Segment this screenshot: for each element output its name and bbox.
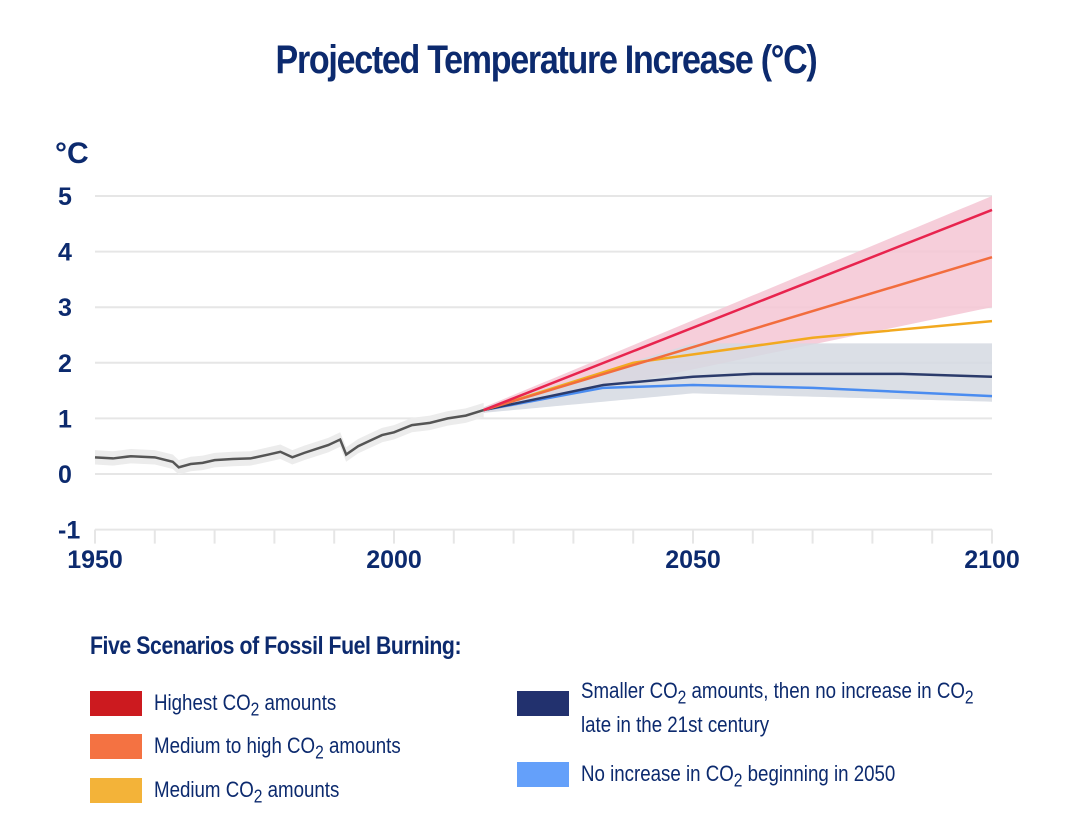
legend-item-highest: Highest CO2 amounts [90, 689, 368, 723]
historical-uncertainty-band [95, 402, 484, 475]
uncertainty-band-1 [483, 343, 992, 413]
y-tick-label: 0 [58, 461, 72, 489]
chart: 5 4 3 2 1 0 -1 °C 1950 2000 2050 2100 [55, 137, 1020, 574]
y-axis-label: °C [55, 137, 89, 170]
scenario-line-0 [483, 208, 993, 412]
legend-swatch [90, 691, 142, 716]
x-tick-label: 1950 [67, 546, 123, 574]
legend-swatch [517, 691, 569, 716]
x-tick-label: 2100 [964, 546, 1020, 574]
scenario-line-4 [483, 383, 993, 412]
y-tick-label: 4 [58, 239, 72, 267]
x-tick-label: 2000 [366, 546, 422, 574]
y-tick-label: 5 [58, 183, 72, 211]
uncertainty-band-0 [483, 196, 992, 413]
y-tick-label: 1 [58, 405, 72, 433]
legend-item-smaller: Smaller CO2 amounts, then no increase in… [517, 677, 1043, 739]
historical-line [94, 408, 485, 469]
legend-swatch [90, 734, 142, 759]
legend-item-no-increase: No increase in CO2 beginning in 2050 [517, 760, 951, 794]
y-tick-label: -1 [58, 517, 80, 545]
y-tick-label: 2 [58, 350, 72, 378]
y-tick-label: 3 [58, 294, 72, 322]
chart-title: Projected Temperature Increase (°C) [275, 38, 818, 82]
legend-title: Five Scenarios of Fossil Fuel Burning: [90, 632, 462, 660]
x-tick-label: 2050 [665, 546, 721, 574]
legend-swatch [517, 762, 569, 787]
legend-item-medium-high: Medium to high CO2 amounts [90, 732, 444, 766]
scenario-line-1 [483, 255, 993, 412]
scenario-line-3 [483, 372, 993, 412]
legend-item-medium: Medium CO2 amounts [90, 776, 372, 810]
legend-swatch [90, 778, 142, 803]
